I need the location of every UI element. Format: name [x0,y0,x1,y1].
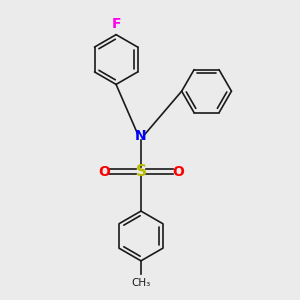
Text: F: F [111,17,121,31]
Text: O: O [98,165,110,179]
Text: CH₃: CH₃ [131,278,151,288]
Text: S: S [136,164,146,179]
Text: O: O [172,165,184,179]
Text: N: N [135,128,147,142]
